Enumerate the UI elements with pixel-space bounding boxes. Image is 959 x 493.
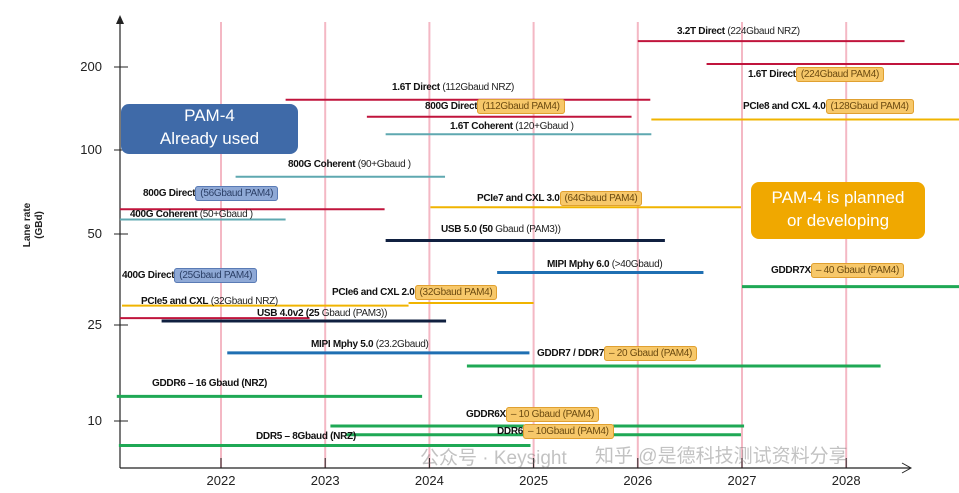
watermark-right: 知乎 @是德科技测试资料分享 xyxy=(595,446,848,467)
series-label-bold: 800G Direct xyxy=(425,101,478,112)
series-label: GDDR6X – 10 Gbaud (PAM4) xyxy=(466,407,599,422)
x-tick-label: 2024 xyxy=(414,473,444,488)
series-label-bold: 1.6T Direct xyxy=(392,82,440,93)
series-label-detail: (32Gbaud NRZ) xyxy=(208,296,279,307)
series-label: PCIe6 and CXL 2.0 (32Gbaud PAM4) xyxy=(332,285,498,300)
callout-line2: Already used xyxy=(159,129,260,148)
series-label-bold: GDDR7X xyxy=(771,265,811,276)
y-tick-label: 50 xyxy=(87,226,102,241)
series-label-bold: 1.6T Coherent xyxy=(450,121,513,132)
series-label-detail: Gbaud (PAM3)) xyxy=(492,224,561,235)
series-label: 800G Coherent (90+Gbaud ) xyxy=(288,159,411,171)
series-label-highlight: – 40 Gbaud (PAM4) xyxy=(810,263,904,278)
series-label-bold: MIPI Mphy 5.0 xyxy=(311,339,374,350)
series-label-detail: (>40Gbaud) xyxy=(609,259,663,270)
series-label-detail: (112Gbaud NRZ) xyxy=(439,82,515,93)
series-label: 800G Direct (56Gbaud PAM4) xyxy=(143,186,279,201)
callout-pam4-planned: PAM-4 is planned or developing xyxy=(751,182,925,239)
y-tick-label: 100 xyxy=(80,142,102,157)
x-tick-label: 2026 xyxy=(623,473,653,488)
series-label-detail: (90+Gbaud ) xyxy=(355,159,411,170)
callout-pam4-used: PAM-4 Already used xyxy=(121,104,298,154)
series-label-bold: 800G Direct xyxy=(143,188,196,199)
x-tick-label: 2027 xyxy=(727,473,757,488)
series-label: GDDR6 – 16 Gbaud (NRZ) xyxy=(152,378,267,390)
series-label-bold: DDR6 xyxy=(497,426,524,437)
series-label-bold: GDDR6 – 16 Gbaud (NRZ) xyxy=(152,378,268,389)
series-label: 1.6T Direct (112Gbaud NRZ) xyxy=(392,82,514,94)
series-label: DDR6– 10Gbaud (PAM4) xyxy=(497,424,614,439)
y-axis-arrow-icon xyxy=(116,15,124,24)
series-label-bold: 3.2T Direct xyxy=(677,26,725,37)
series-label: DDR5 – 8Gbaud (NRZ) xyxy=(256,431,356,443)
series-label-bold: USB 5.0 (50 xyxy=(441,224,493,235)
series-label-bold: 1.6T Direct xyxy=(748,69,796,80)
series-label-detail: (50+Gbaud ) xyxy=(197,209,253,220)
x-axis-arrow-icon xyxy=(901,462,913,474)
series-label-detail: Gbaud (PAM3)) xyxy=(319,308,388,319)
series-label-bold: MIPI Mphy 6.0 xyxy=(547,259,610,270)
callout-line2: or developing xyxy=(786,211,890,230)
watermark-left: 公众号 · Keysight xyxy=(420,448,567,469)
series-label: 3.2T Direct (224Gbaud NRZ) xyxy=(677,26,800,38)
series-label: MIPI Mphy 5.0 (23.2Gbaud) xyxy=(311,339,429,351)
series-label: USB 5.0 (50 Gbaud (PAM3)) xyxy=(441,224,561,236)
series-label-highlight: (25Gbaud PAM4) xyxy=(174,268,258,283)
series-label-highlight: (32Gbaud PAM4) xyxy=(414,285,498,300)
series-label: USB 4.0v2 (25 Gbaud (PAM3)) xyxy=(257,308,387,320)
series-label-bold: GDDR7 / DDR7 xyxy=(537,348,604,359)
x-tick-label: 2025 xyxy=(519,473,549,488)
series-label-bold: USB 4.0v2 (25 xyxy=(257,308,320,319)
callout-line1: PAM-4 is planned xyxy=(771,188,905,207)
series-label-bold: PCIe5 and CXL xyxy=(141,296,209,307)
series-label-bold: 800G Coherent xyxy=(288,159,356,170)
y-axis-label: Lane rate (GBd) xyxy=(22,202,45,248)
series-label-highlight: – 10 Gbaud (PAM4) xyxy=(505,407,599,422)
series-label-bold: GDDR6X xyxy=(466,409,506,420)
series-label-bold: PCIe6 and CXL 2.0 xyxy=(332,287,415,298)
series-label-highlight: (224Gbaud PAM4) xyxy=(795,67,884,82)
series-label: 400G Coherent (50+Gbaud ) xyxy=(130,209,253,221)
series-label-bold: PCIe7 and CXL 3.0 xyxy=(477,193,560,204)
series-label-bold: 400G Direct xyxy=(122,270,175,281)
series-label-highlight: (128Gbaud PAM4) xyxy=(825,99,914,114)
callout-line1: PAM-4 xyxy=(184,106,235,125)
y-tick-label: 10 xyxy=(87,413,102,428)
series-label-detail: (224Gbaud NRZ) xyxy=(724,26,800,37)
series-label: GDDR7 / DDR7– 20 Gbaud (PAM4) xyxy=(537,346,698,361)
series-label-highlight: – 20 Gbaud (PAM4) xyxy=(603,346,698,361)
series-label-highlight: (112Gbaud PAM4) xyxy=(477,99,565,114)
y-tick-label: 200 xyxy=(80,59,102,74)
series-label-detail: (23.2Gbaud) xyxy=(373,339,429,350)
series-label: PCIe5 and CXL (32Gbaud NRZ) xyxy=(141,296,278,308)
series-label-highlight: (56Gbaud PAM4) xyxy=(195,186,279,201)
series-label-bold: PCIe8 and CXL 4.0 xyxy=(743,101,826,112)
series-label: MIPI Mphy 6.0 (>40Gbaud) xyxy=(547,259,663,271)
series-label: 800G Direct (112Gbaud PAM4) xyxy=(425,99,565,114)
series-label: PCIe7 and CXL 3.0 (64Gbaud PAM4) xyxy=(477,191,643,206)
series-label: 1.6T Coherent (120+Gbaud ) xyxy=(450,121,574,133)
y-tick-label: 25 xyxy=(87,317,102,332)
x-tick-label: 2023 xyxy=(310,473,340,488)
series-label-highlight: (64Gbaud PAM4) xyxy=(559,191,643,206)
x-tick-label: 2022 xyxy=(206,473,236,488)
series-label: 400G Direct (25Gbaud PAM4) xyxy=(122,268,258,283)
x-tick-label: 2028 xyxy=(831,473,861,488)
series-label: GDDR7X – 40 Gbaud (PAM4) xyxy=(771,263,904,278)
series-label: PCIe8 and CXL 4.0 (128Gbaud PAM4) xyxy=(743,99,914,114)
series-label: 1.6T Direct (224Gbaud PAM4) xyxy=(748,67,884,82)
series-label-highlight: – 10Gbaud (PAM4) xyxy=(523,424,614,439)
series-label-bold: 400G Coherent xyxy=(130,209,198,220)
series-label-detail: (120+Gbaud ) xyxy=(512,121,574,132)
series-label-bold: DDR5 – 8Gbaud (NRZ) xyxy=(256,431,356,442)
